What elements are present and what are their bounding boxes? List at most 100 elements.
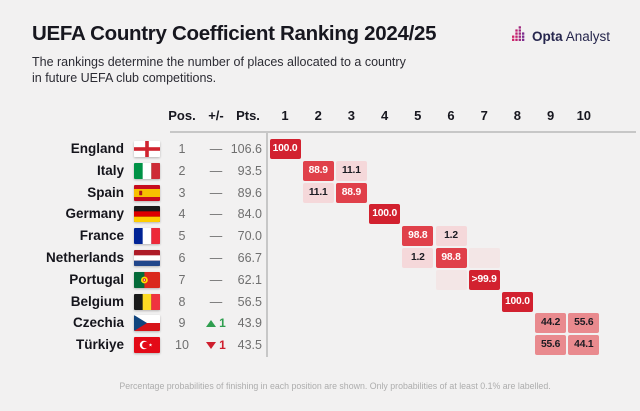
- position-column-header: 5: [414, 108, 422, 123]
- probability-cell: 44.1: [568, 335, 600, 356]
- probability-cell: 1.2: [435, 226, 467, 247]
- country-label: Belgium: [70, 293, 124, 309]
- points-value: 43.9: [237, 316, 262, 331]
- position-value: 9: [178, 316, 186, 331]
- header-divider-line: [170, 131, 636, 133]
- position-column-header: 9: [546, 108, 555, 123]
- no-change-dash: —: [209, 185, 223, 200]
- probability-cell: >99.9: [468, 269, 500, 290]
- page-subtitle: The rankings determine the number of pla…: [32, 54, 406, 86]
- table-row: Italy 2 — 93.5 88.9 11.1: [0, 160, 640, 182]
- probability-cell: 100.0: [269, 139, 301, 159]
- probability-cell: 44.2: [535, 313, 567, 334]
- logo-text: Opta Analyst: [532, 29, 610, 44]
- points-value: 56.5: [237, 294, 262, 309]
- no-change-dash: —: [209, 251, 223, 265]
- country-label: Portugal: [69, 271, 124, 287]
- subtitle-line-1: The rankings determine the number of pla…: [32, 55, 406, 69]
- no-change-dash: —: [209, 229, 223, 244]
- position-value: 8: [178, 294, 186, 309]
- turkiye-flag-icon: [134, 337, 160, 354]
- belgium-flag-icon: [134, 293, 160, 310]
- points-value: 106.6: [230, 142, 262, 156]
- position-column-header: 4: [380, 108, 389, 123]
- change-indicator: 1: [197, 312, 235, 334]
- position-value: 7: [178, 272, 186, 287]
- table-row: Portugal 7 — 62.1 >99.9: [0, 269, 640, 291]
- change-indicator: —: [197, 203, 235, 225]
- no-change-dash: —: [209, 294, 223, 309]
- position-value: 4: [178, 207, 186, 222]
- logo-text-opta: Opta: [531, 28, 563, 44]
- country-label: Italy: [96, 162, 124, 178]
- country-label: Czechia: [72, 315, 124, 331]
- rank-up-triangle-icon: [206, 319, 217, 327]
- probability-cell: 88.9: [302, 160, 334, 181]
- probability-cell: 88.9: [335, 182, 367, 203]
- change-indicator: —: [197, 225, 235, 247]
- position-column-header: 10: [576, 108, 592, 123]
- probability-cell: 11.1: [302, 182, 334, 203]
- change-amount: 1: [219, 316, 226, 331]
- position-column-header: 1: [281, 108, 289, 123]
- change-indicator: 1: [197, 334, 235, 356]
- no-change-dash: —: [209, 163, 223, 178]
- country-label: Türkiye: [75, 337, 124, 353]
- probability-cell: 100.0: [501, 291, 533, 312]
- table-row: Türkiye 10 1 43.5 55.6 44.1: [0, 334, 640, 356]
- spain-flag-icon: [134, 184, 160, 201]
- probability-cell: 1.2: [402, 248, 434, 268]
- points-value: 89.6: [237, 185, 262, 200]
- position-column-header: 3: [347, 108, 355, 123]
- probability-cell: 100.0: [369, 204, 401, 225]
- italy-flag-icon: [134, 162, 160, 179]
- table-row: Czechia 9 1 43.9 44.2 55.6: [0, 312, 640, 334]
- country-label: Germany: [65, 206, 124, 222]
- change-indicator: —: [197, 247, 235, 269]
- points-value: 70.0: [237, 229, 262, 244]
- country-label: England: [70, 141, 124, 156]
- table-row: Netherlands 6 — 66.7 1.2 98.8: [0, 247, 640, 269]
- position-value: 6: [178, 251, 186, 265]
- table-row: Germany 4 — 84.0 100.0: [0, 203, 640, 225]
- no-change-dash: —: [209, 142, 223, 156]
- subtitle-line-2: in future UEFA club competitions.: [32, 71, 217, 85]
- table-row: Belgium 8 — 56.5 100.0: [0, 291, 640, 313]
- probability-cell: 98.8: [435, 248, 467, 268]
- position-column-header: 2: [314, 108, 322, 123]
- column-header-change: +/-: [208, 108, 224, 123]
- table-row: Spain 3 — 89.6 11.1 88.9: [0, 182, 640, 204]
- probability-cell: 11.1: [335, 160, 367, 181]
- change-indicator: —: [197, 138, 235, 160]
- table-row: France 5 — 70.0 98.8 1.2: [0, 225, 640, 247]
- country-label: France: [79, 228, 124, 244]
- points-value: 62.1: [237, 272, 262, 287]
- france-flag-icon: [134, 228, 160, 245]
- points-value: 84.0: [237, 207, 262, 222]
- opta-dots-chart-icon: [511, 26, 527, 46]
- position-column-header: 6: [447, 108, 455, 123]
- germany-flag-icon: [134, 206, 160, 223]
- page-title: UEFA Country Coefficient Ranking 2024/25: [32, 22, 437, 45]
- matrix-separator-line: [266, 131, 268, 357]
- change-indicator: —: [197, 269, 235, 291]
- column-header-pts: Pts.: [236, 108, 260, 123]
- netherlands-flag-icon: [134, 250, 160, 266]
- rank-down-triangle-icon: [206, 341, 217, 349]
- points-value: 43.5: [237, 338, 262, 353]
- no-change-dash: —: [209, 207, 223, 222]
- probability-cell: 55.6: [568, 313, 600, 334]
- position-column-header: 8: [513, 108, 521, 123]
- england-flag-icon: [134, 141, 160, 157]
- change-indicator: —: [197, 160, 235, 182]
- logo-text-analyst: Analyst: [565, 28, 610, 44]
- position-value: 1: [178, 142, 186, 156]
- change-indicator: —: [197, 182, 235, 204]
- no-change-dash: —: [209, 272, 223, 287]
- change-indicator: —: [197, 291, 235, 313]
- probability-cell: 98.8: [402, 226, 434, 247]
- probability-cell: 55.6: [535, 335, 567, 356]
- portugal-flag-icon: [134, 271, 160, 288]
- opta-analyst-logo: Opta Analyst: [511, 26, 610, 46]
